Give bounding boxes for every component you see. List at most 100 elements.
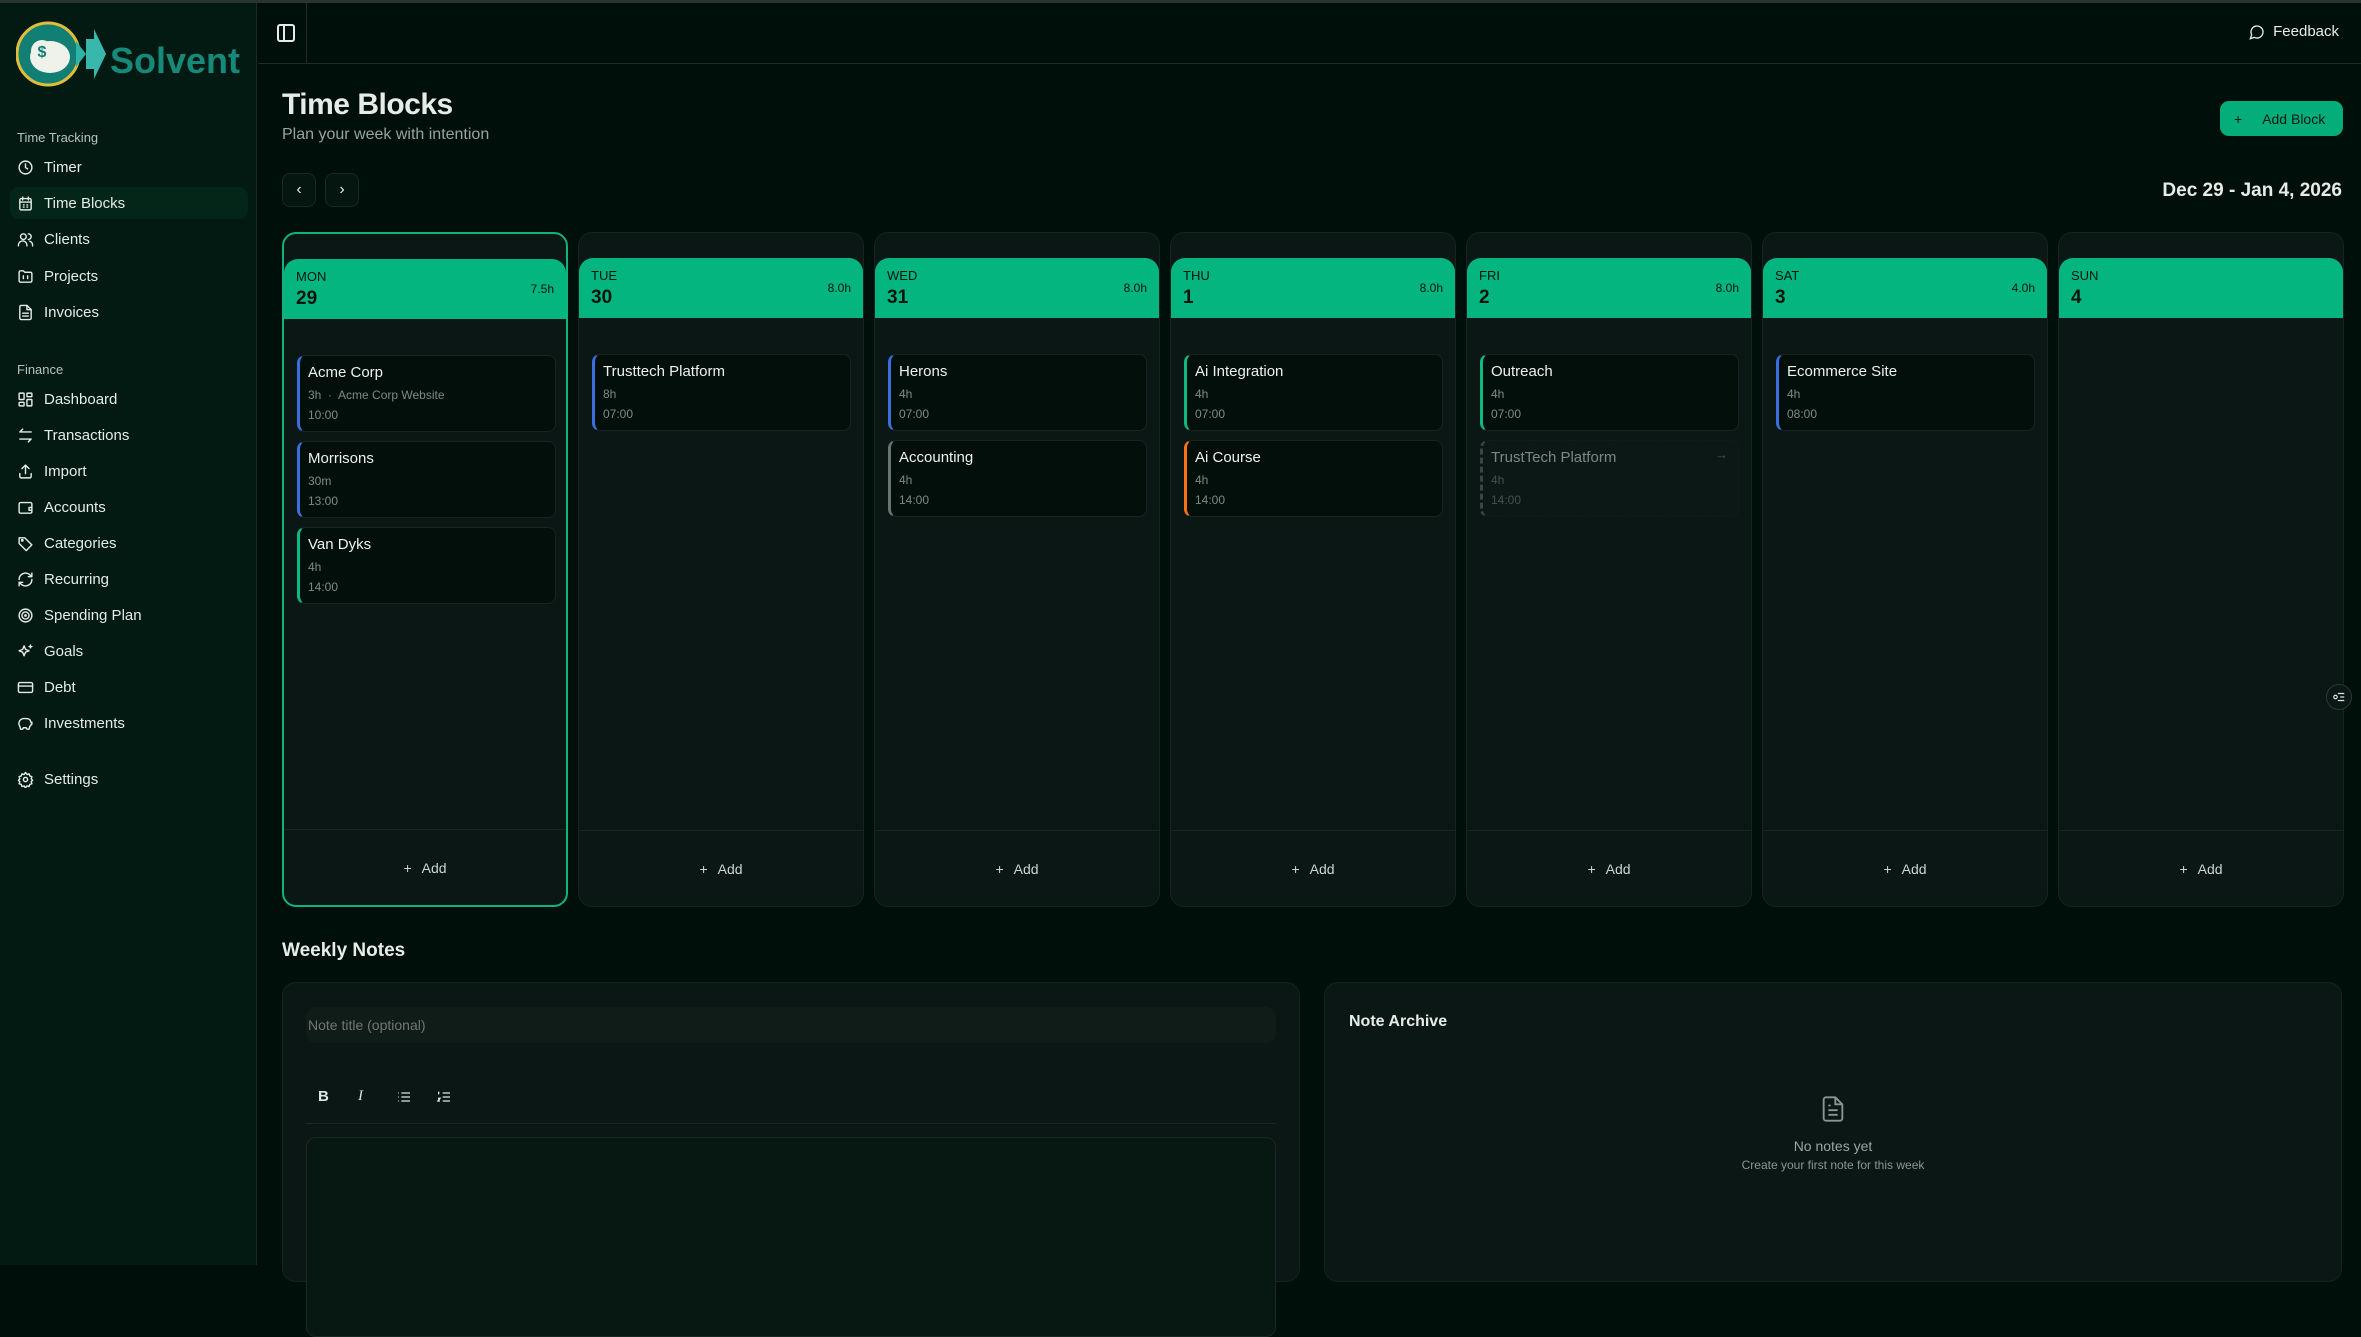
block-start-time: 13:00 bbox=[308, 494, 339, 508]
sidebar-item-invoices[interactable]: Invoices bbox=[10, 296, 248, 328]
bold-button[interactable]: B bbox=[318, 1088, 329, 1105]
piggy-bank-icon bbox=[18, 717, 33, 730]
chevron-right-icon: › bbox=[339, 181, 345, 198]
sidebar-item-label: Accounts bbox=[44, 498, 106, 516]
add-label: Add bbox=[717, 860, 743, 877]
time-block-card[interactable]: Van Dyks 4h 14:00 bbox=[297, 527, 556, 604]
sidebar-item-investments[interactable]: Investments bbox=[10, 707, 248, 739]
sidebar-item-time-blocks[interactable]: Time Blocks bbox=[10, 187, 248, 219]
time-block-card[interactable]: Herons 4h 07:00 bbox=[888, 354, 1147, 431]
day-column-tue[interactable]: TUE 30 8.0h Trusttech Platform 8h 07:00 … bbox=[578, 232, 864, 907]
italic-button[interactable]: I bbox=[358, 1088, 363, 1104]
sidebar: $ Solvent Time Tracking Timer Time Blocks C… bbox=[0, 3, 257, 1265]
time-block-card[interactable]: Trusttech Platform 8h 07:00 bbox=[592, 354, 851, 431]
sidebar-item-projects[interactable]: Projects bbox=[10, 260, 248, 292]
upload-icon bbox=[19, 463, 32, 479]
target-icon bbox=[18, 607, 33, 623]
previous-week-button[interactable]: ‹ bbox=[282, 173, 316, 207]
time-block-card[interactable]: TrustTech Platform 4h 14:00 → bbox=[1480, 440, 1739, 517]
bullet-list-icon[interactable] bbox=[396, 1089, 412, 1105]
block-duration: 4h bbox=[1195, 473, 1209, 487]
sidebar-item-recurring[interactable]: Recurring bbox=[10, 563, 248, 595]
sidebar-item-accounts[interactable]: Accounts bbox=[10, 491, 248, 523]
day-header: TUE 30 8.0h bbox=[579, 258, 863, 318]
sidebar-item-goals[interactable]: Goals bbox=[10, 635, 248, 667]
day-number: 1 bbox=[1183, 287, 1194, 308]
time-block-card[interactable]: Ai Course 4h 14:00 bbox=[1184, 440, 1443, 517]
empty-subtitle: Create your first note for this week bbox=[1741, 1158, 1925, 1172]
message-circle-icon bbox=[2249, 24, 2264, 40]
sidebar-item-label: Projects bbox=[44, 267, 99, 285]
numbered-list-icon[interactable] bbox=[436, 1089, 452, 1105]
add-block-to-day-button[interactable]: + Add bbox=[284, 829, 566, 905]
settings-toggle-icon[interactable] bbox=[2326, 684, 2352, 710]
sidebar-item-label: Dashboard bbox=[44, 390, 118, 408]
block-start-time: 10:00 bbox=[308, 408, 339, 422]
time-block-card[interactable]: Acme Corp 3h · Acme Corp Website 10:00 bbox=[297, 355, 556, 432]
block-duration: 4h bbox=[1195, 387, 1209, 401]
add-block-to-day-button[interactable]: + Add bbox=[1467, 830, 1751, 906]
sidebar-item-timer[interactable]: Timer bbox=[10, 151, 248, 183]
sidebar-item-import[interactable]: Import bbox=[10, 455, 248, 487]
arrow-logo-icon bbox=[86, 29, 106, 79]
chevron-left-icon: ‹ bbox=[296, 181, 302, 198]
day-total-hours: 4.0h bbox=[2011, 281, 2035, 295]
block-project: Acme Corp Website bbox=[338, 388, 445, 402]
sidebar-item-transactions[interactable]: Transactions bbox=[10, 419, 248, 451]
block-duration: 4h bbox=[1787, 387, 1801, 401]
sidebar-item-label: Timer bbox=[44, 158, 82, 176]
block-meta: 4h bbox=[308, 560, 547, 574]
time-block-card[interactable]: Outreach 4h 07:00 bbox=[1480, 354, 1739, 431]
sidebar-item-dashboard[interactable]: Dashboard bbox=[10, 383, 248, 415]
plus-icon: + bbox=[1587, 860, 1596, 877]
sidebar-item-label: Transactions bbox=[44, 426, 130, 444]
add-block-to-day-button[interactable]: + Add bbox=[2059, 830, 2343, 906]
users-icon bbox=[17, 232, 34, 247]
empty-title: No notes yet bbox=[1793, 1138, 1873, 1154]
sidebar-item-categories[interactable]: Categories bbox=[10, 527, 248, 559]
next-week-button[interactable]: › bbox=[325, 173, 359, 207]
day-number: 4 bbox=[2071, 287, 2082, 308]
arrow-right-icon[interactable]: → bbox=[1715, 447, 1728, 462]
sidebar-item-debt[interactable]: Debt bbox=[10, 671, 248, 703]
note-body-editor[interactable] bbox=[306, 1137, 1276, 1337]
window-top-border bbox=[0, 0, 2361, 3]
add-block-to-day-button[interactable]: + Add bbox=[875, 830, 1159, 906]
sidebar-item-label: Import bbox=[44, 462, 87, 480]
add-block-to-day-button[interactable]: + Add bbox=[1763, 830, 2047, 906]
day-column-sat[interactable]: SAT 3 4.0h Ecommerce Site 4h 08:00 + Add bbox=[1762, 232, 2048, 907]
day-header: FRI 2 8.0h bbox=[1467, 258, 1751, 318]
refresh-icon bbox=[18, 571, 33, 587]
block-title: Ai Integration bbox=[1195, 363, 1284, 380]
sidebar-toggle-icon[interactable] bbox=[274, 21, 298, 45]
add-block-to-day-button[interactable]: + Add bbox=[1171, 830, 1455, 906]
add-label: Add bbox=[421, 859, 447, 876]
add-block-button[interactable]: + Add Block bbox=[2220, 101, 2343, 136]
sidebar-item-settings[interactable]: Settings bbox=[10, 763, 248, 795]
block-title: Ai Course bbox=[1195, 449, 1261, 466]
day-column-thu[interactable]: THU 1 8.0h Ai Integration 4h 07:00 Ai Co… bbox=[1170, 232, 1456, 907]
sidebar-item-label: Recurring bbox=[44, 570, 110, 588]
time-block-card[interactable]: Ecommerce Site 4h 08:00 bbox=[1776, 354, 2035, 431]
day-column-mon[interactable]: MON 29 7.5h Acme Corp 3h · Acme Corp Web… bbox=[282, 232, 568, 907]
note-title-input[interactable] bbox=[306, 1007, 1276, 1043]
sidebar-item-clients[interactable]: Clients bbox=[10, 223, 248, 255]
block-meta: 4h bbox=[1787, 387, 2026, 401]
block-title: Ecommerce Site bbox=[1787, 363, 1898, 380]
time-block-card[interactable]: Morrisons 30m 13:00 bbox=[297, 441, 556, 518]
file-text-icon bbox=[19, 304, 32, 320]
time-block-card[interactable]: Ai Integration 4h 07:00 bbox=[1184, 354, 1443, 431]
clock-icon bbox=[18, 159, 33, 175]
plus-icon: + bbox=[1291, 860, 1300, 877]
day-column-fri[interactable]: FRI 2 8.0h Outreach 4h 07:00 TrustTech P… bbox=[1466, 232, 1752, 907]
day-column-sun[interactable]: SUN 4 + Add bbox=[2058, 232, 2344, 907]
add-block-to-day-button[interactable]: + Add bbox=[579, 830, 863, 906]
time-block-card[interactable]: Accounting 4h 14:00 bbox=[888, 440, 1147, 517]
feedback-button[interactable]: Feedback bbox=[2249, 23, 2339, 40]
plus-icon: + bbox=[699, 860, 708, 877]
sidebar-item-spending-plan[interactable]: Spending Plan bbox=[10, 599, 248, 631]
day-number: 2 bbox=[1479, 287, 1490, 308]
day-column-wed[interactable]: WED 31 8.0h Herons 4h 07:00 Accounting 4… bbox=[874, 232, 1160, 907]
logo[interactable]: $ Solvent bbox=[16, 19, 240, 89]
sparkles-icon bbox=[18, 643, 33, 656]
